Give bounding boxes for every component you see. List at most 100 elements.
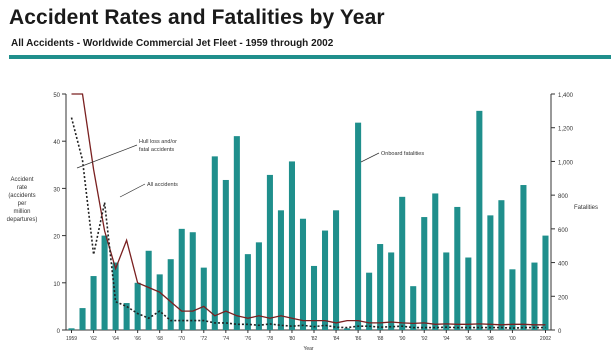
fatalities-bar (123, 303, 130, 330)
fatalities-bar (156, 274, 163, 330)
x-axis-tick-label: '74 (223, 336, 230, 342)
fatalities-bar (145, 250, 152, 330)
chart-subtitle: All Accidents - Worldwide Commercial Jet… (11, 38, 334, 49)
fatalities-bar (266, 174, 273, 330)
x-axis-title: Year (303, 346, 313, 352)
fatalities-bar (189, 232, 196, 330)
x-axis-tick-label: 1959 (66, 336, 77, 342)
title-divider (9, 55, 611, 59)
right-axis-tick-label: 800 (558, 194, 569, 200)
fatalities-bar (410, 286, 417, 330)
x-axis-tick-label: '88 (377, 336, 384, 342)
fatalities-bar (531, 262, 538, 330)
left-axis-tick-label: 50 (53, 93, 60, 99)
fatalities-bar (476, 110, 483, 330)
fatalities-bar (299, 218, 307, 330)
fatalities-bar (233, 136, 240, 330)
hull-loss-annotation-line: Hull loss and/or (139, 139, 177, 145)
fatalities-bar (178, 228, 185, 330)
x-axis-tick-label: '86 (355, 336, 362, 342)
hull-loss-and-or-fatal-accidents-line (70, 117, 546, 329)
fatalities-bar (388, 252, 395, 330)
fatalities-bar (421, 217, 428, 330)
fatalities-bar (222, 179, 229, 330)
left-axis-title-line: per (18, 201, 27, 207)
all-accidents-line (71, 93, 546, 326)
left-axis-tick-label: 10 (53, 282, 60, 288)
x-axis-tick-label: '84 (333, 336, 340, 342)
fatalities-bar (79, 308, 86, 330)
right-axis-tick-label: 1,200 (558, 127, 574, 133)
left-axis-tick-label: 20 (53, 235, 60, 241)
fatalities-bar (366, 272, 373, 330)
right-axis-tick-label: 600 (558, 228, 569, 234)
fatalities-bar (509, 269, 516, 330)
left-axis-tick-label: 30 (53, 187, 60, 193)
x-axis-tick-label: '92 (421, 336, 428, 342)
hull-loss-annotation-line: fatal accidents (139, 147, 174, 153)
fatalities-bar (333, 210, 340, 330)
onboard-fatalities-annotation-leader (360, 152, 380, 163)
left-axis-title-line: (accidents (8, 193, 35, 199)
fatalities-bar (344, 328, 351, 330)
x-axis-tick-label: '94 (443, 336, 450, 342)
right-axis-tick-label: 400 (558, 262, 569, 268)
all-accidents-annotation-leader (119, 183, 146, 198)
fatalities-bar (310, 265, 318, 330)
x-axis-tick-label: '72 (201, 336, 208, 342)
x-axis-tick-label: '80 (289, 336, 296, 342)
x-axis-tick-label: '62 (90, 336, 97, 342)
fatalities-bar (432, 193, 439, 330)
onboard-fatalities-annotation: Onboard fatalities (381, 151, 424, 157)
x-axis-tick-label: '82 (311, 336, 318, 342)
fatalities-bar (443, 252, 450, 330)
fatalities-bar (322, 230, 329, 330)
x-axis-tick-label: '76 (245, 336, 252, 342)
fatalities-bar (90, 276, 97, 330)
fatalities-bar (101, 235, 108, 330)
x-axis-tick-label: '68 (156, 336, 163, 342)
fatalities-bar (255, 242, 262, 330)
left-axis-tick-label: 40 (53, 140, 60, 146)
fatalities-bar (399, 196, 406, 330)
fatalities-bar (487, 215, 494, 330)
x-axis-tick-label: '96 (465, 336, 472, 342)
right-axis-title: Fatalities (574, 205, 598, 211)
x-axis-tick-label: '78 (267, 336, 274, 342)
left-axis-tick-label: 0 (57, 329, 61, 335)
x-axis-tick-label: '66 (134, 336, 141, 342)
fatalities-bar (134, 282, 141, 330)
right-axis-tick-label: 200 (558, 295, 569, 301)
fatalities-bar (377, 244, 384, 330)
right-axis-tick-label: 1,400 (558, 93, 574, 99)
x-axis-tick-label: '70 (178, 336, 185, 342)
left-axis-title-line: departures) (7, 217, 38, 223)
x-axis-tick-label: '00 (509, 336, 516, 342)
left-axis-title-line: Accident (10, 177, 33, 183)
fatalities-bar (200, 267, 207, 330)
fatalities-bar (542, 235, 549, 330)
hull-loss-annotation-leader (76, 144, 138, 169)
fatalities-bar (355, 122, 362, 331)
fatalities-bar (277, 210, 284, 330)
x-axis-tick-label: '64 (112, 336, 119, 342)
fatalities-bar (288, 161, 295, 330)
all-accidents-annotation: All accidents (147, 182, 178, 188)
chart-title: Accident Rates and Fatalities by Year (9, 6, 385, 29)
fatalities-bar (68, 328, 75, 330)
fatalities-bar (211, 156, 218, 330)
x-axis-tick-label: 2002 (540, 336, 551, 342)
fatalities-bar (244, 254, 251, 330)
x-axis-tick-label: '98 (487, 336, 494, 342)
fatalities-bar (465, 257, 472, 330)
fatalities-bar (112, 262, 119, 330)
fatalities-bar (454, 206, 461, 330)
right-axis-tick-label: 1,000 (558, 160, 574, 166)
right-axis-tick-label: 0 (558, 329, 562, 335)
fatalities-bar (167, 259, 174, 330)
left-axis-title-line: million (13, 209, 30, 215)
fatalities-bar (520, 185, 527, 330)
x-axis-tick-label: '90 (399, 336, 406, 342)
fatalities-bar (498, 200, 505, 330)
